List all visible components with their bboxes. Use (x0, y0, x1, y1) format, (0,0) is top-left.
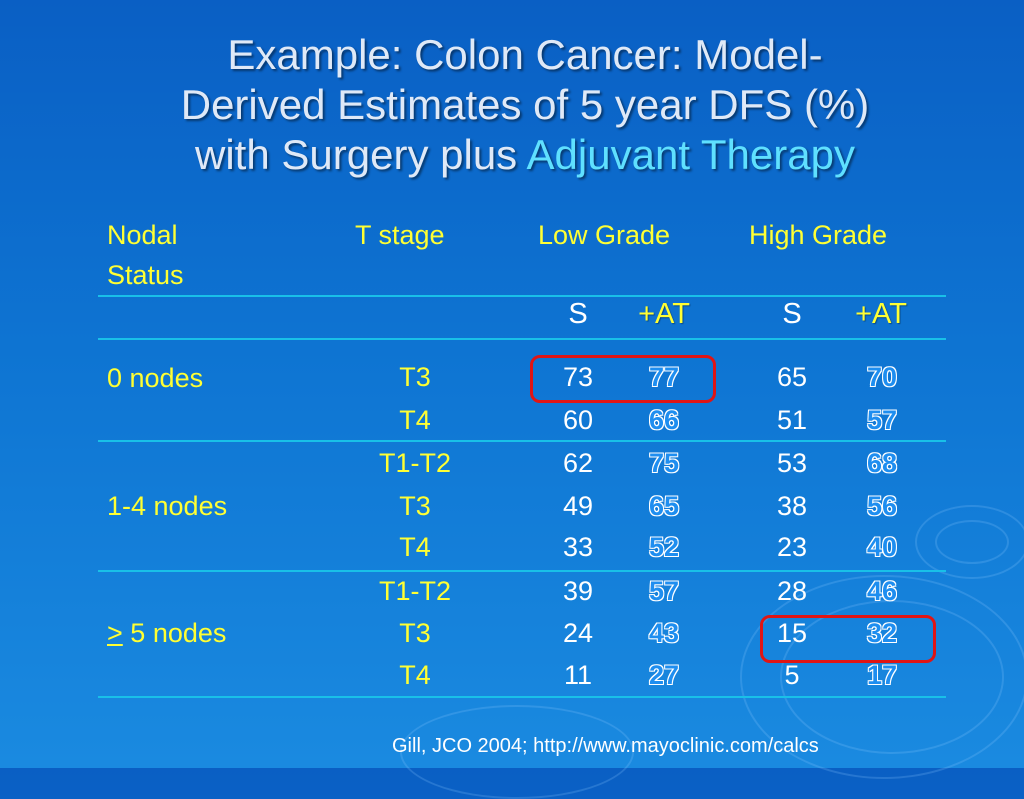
high-grade-adjuvant-cell: 32 (866, 618, 898, 648)
high-grade-adjuvant-cell: 56 (866, 491, 898, 521)
low-grade-surgery-cell: 33 (562, 532, 594, 562)
greater-equal-symbol: > (107, 618, 123, 648)
title-with: with (195, 131, 270, 178)
slide-title: Example: Colon Cancer: Model- Derived Es… (60, 30, 990, 180)
header-nodal: Nodal (107, 220, 178, 250)
high-grade-surgery-cell: 51 (776, 405, 808, 435)
group-label-5-nodes-text: 5 nodes (130, 618, 227, 648)
rule-header (98, 295, 946, 297)
t-stage-cell: T1-T2 (378, 576, 451, 606)
header-high-grade: High Grade (749, 220, 888, 250)
title-plus: plus (440, 131, 518, 178)
high-grade-surgery-cell: 5 (784, 660, 800, 690)
source-citation: Gill, JCO 2004; http://www.mayoclinic.co… (392, 735, 819, 757)
group-label-0-nodes: 0 nodes (107, 363, 204, 393)
title-adjuvant-therapy: Adjuvant Therapy (526, 131, 855, 178)
low-grade-adjuvant-cell: 75 (648, 448, 680, 478)
background-ripple (935, 520, 1009, 564)
low-grade-adjuvant-cell: 57 (648, 576, 680, 606)
low-grade-adjuvant-cell: 52 (648, 532, 680, 562)
low-grade-adjuvant-cell: 27 (648, 660, 680, 690)
highlight-box-high-grade (760, 615, 936, 663)
header-low-grade: Low Grade (538, 220, 671, 250)
high-grade-surgery-cell: 15 (776, 618, 808, 648)
low-grade-surgery-cell: 11 (563, 660, 593, 690)
low-grade-surgery-cell: 49 (562, 491, 594, 521)
t-stage-cell: T4 (399, 405, 431, 435)
low-grade-surgery-cell: 24 (562, 618, 594, 648)
title-line-2: Derived Estimates of 5 year DFS (%) (180, 81, 870, 128)
group-label-1-4-nodes: 1-4 nodes (107, 491, 228, 521)
group-label-5-nodes: > 5 nodes (107, 618, 226, 649)
low-grade-adjuvant-cell: 65 (648, 491, 680, 521)
low-grade-adjuvant-cell: 77 (648, 362, 680, 392)
low-grade-surgery-cell: 73 (562, 362, 594, 392)
subheader-low-at: +AT (638, 298, 690, 330)
high-grade-adjuvant-cell: 68 (866, 448, 898, 478)
rule-subheader (98, 338, 946, 340)
rule-group-3 (98, 696, 946, 698)
high-grade-surgery-cell: 38 (776, 491, 808, 521)
low-grade-adjuvant-cell: 66 (648, 405, 680, 435)
background-ripple (915, 505, 1024, 579)
high-grade-adjuvant-cell: 17 (866, 660, 898, 690)
high-grade-surgery-cell: 65 (776, 362, 808, 392)
high-grade-adjuvant-cell: 40 (866, 532, 898, 562)
high-grade-adjuvant-cell: 46 (866, 576, 898, 606)
high-grade-surgery-cell: 28 (776, 576, 808, 606)
header-status: Status (107, 260, 184, 290)
t-stage-cell: T4 (399, 660, 431, 690)
high-grade-adjuvant-cell: 57 (866, 405, 898, 435)
t-stage-cell: T4 (399, 532, 431, 562)
high-grade-adjuvant-cell: 70 (866, 362, 898, 392)
t-stage-cell: T1-T2 (378, 448, 451, 478)
header-nodal-status: Nodal Status (107, 215, 184, 295)
title-surgery: Surgery (281, 131, 429, 178)
t-stage-cell: T3 (399, 491, 431, 521)
low-grade-surgery-cell: 62 (562, 448, 594, 478)
t-stage-cell: T3 (399, 618, 431, 648)
low-grade-surgery-cell: 39 (562, 576, 594, 606)
title-line-3: with Surgery plus Adjuvant Therapy (60, 130, 990, 180)
highlight-box-low-grade (530, 355, 716, 403)
t-stage-cell: T3 (399, 362, 431, 392)
title-line-1: Example: Colon Cancer: Model- (227, 31, 823, 78)
subheader-low-s: S (568, 298, 588, 330)
low-grade-surgery-cell: 60 (562, 405, 594, 435)
header-t-stage: T stage (355, 220, 445, 250)
high-grade-surgery-cell: 53 (776, 448, 808, 478)
rule-group-2 (98, 570, 946, 572)
subheader-high-at: +AT (855, 298, 907, 330)
rule-group-1 (98, 440, 946, 442)
high-grade-surgery-cell: 23 (776, 532, 808, 562)
low-grade-adjuvant-cell: 43 (648, 618, 680, 648)
subheader-high-s: S (782, 298, 802, 330)
